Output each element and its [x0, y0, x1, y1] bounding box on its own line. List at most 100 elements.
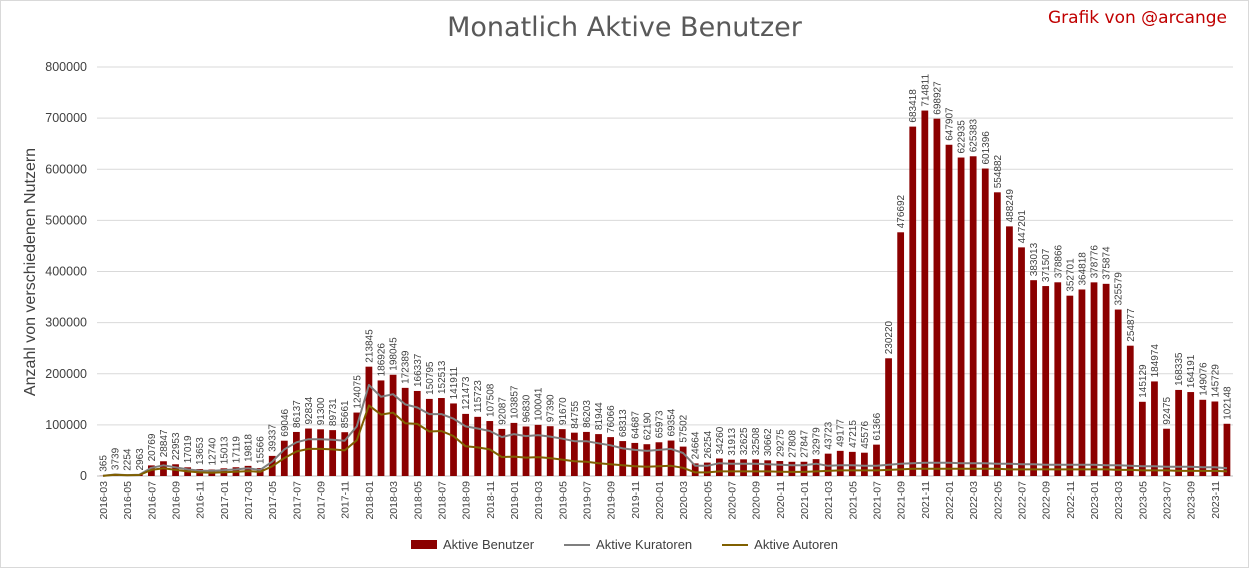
data-label: 352701 — [1065, 258, 1076, 292]
bar — [341, 432, 349, 476]
data-label: 145129 — [1138, 364, 1149, 398]
x-tick-label: 2022-07 — [1017, 481, 1029, 520]
bar — [534, 424, 542, 476]
bar — [836, 450, 844, 476]
data-label: 28847 — [159, 429, 170, 457]
x-tick-label: 2017-09 — [316, 481, 328, 520]
x-tick-label: 2018-01 — [364, 481, 376, 520]
data-label: 213845 — [364, 329, 375, 363]
bar — [305, 428, 312, 476]
bar — [1066, 295, 1074, 476]
chart-title: Monatlich Aktive Benutzer — [447, 12, 802, 43]
x-tick-label: 2020-03 — [678, 481, 690, 520]
x-tick-label: 2020-01 — [654, 481, 666, 520]
bar — [861, 452, 868, 476]
data-label: 43723 — [824, 421, 835, 449]
bar — [401, 387, 409, 476]
data-label: 15013 — [219, 436, 230, 464]
data-label: 34260 — [715, 426, 726, 454]
data-label: 622935 — [957, 120, 968, 154]
data-label: 89731 — [328, 398, 339, 426]
legend-swatch-kuratoren — [564, 543, 591, 546]
bar — [522, 426, 530, 476]
bar — [873, 444, 880, 476]
bar — [595, 434, 602, 476]
data-label: 69354 — [667, 408, 678, 436]
legend-swatch-autoren — [722, 543, 749, 546]
bar — [1175, 389, 1183, 476]
y-tick-label: 0 — [80, 469, 87, 483]
data-label: 57502 — [679, 414, 690, 442]
data-label: 81944 — [594, 402, 605, 430]
bar — [607, 437, 615, 476]
y-tick-label: 500000 — [45, 213, 87, 227]
chart-credit: Grafik von @arcange — [1048, 8, 1227, 28]
x-tick-label: 2019-09 — [606, 481, 618, 520]
bar — [1078, 289, 1086, 476]
data-label: 365 — [99, 455, 110, 472]
data-label: 15566 — [256, 436, 267, 464]
bar — [389, 374, 397, 476]
data-label: 31913 — [727, 427, 738, 455]
x-tick-label: 2019-11 — [630, 481, 642, 519]
data-label: 76066 — [606, 405, 617, 433]
data-label: 184974 — [1150, 344, 1161, 378]
bar — [631, 442, 639, 476]
bar — [848, 451, 856, 476]
x-tick-label: 2020-07 — [727, 481, 739, 520]
bar — [1151, 381, 1158, 476]
bar — [1199, 399, 1207, 476]
x-tick-label: 2023-11 — [1210, 481, 1222, 519]
data-label: 3739 — [111, 447, 122, 470]
legend-label-autoren: Aktive Autoren — [754, 537, 838, 552]
x-tick-label: 2017-05 — [267, 481, 279, 520]
bar — [981, 168, 989, 476]
data-label: 186926 — [377, 343, 388, 377]
data-label: 47215 — [848, 420, 859, 448]
bar — [667, 440, 675, 476]
x-tick-label: 2019-03 — [533, 481, 545, 520]
bar — [462, 413, 469, 476]
legend-item-autoren: Aktive Autoren — [722, 537, 838, 552]
x-tick-label: 2021-09 — [896, 481, 908, 520]
x-tick-label: 2021-07 — [872, 481, 884, 520]
data-label: 152513 — [437, 360, 448, 394]
data-label: 96830 — [522, 394, 533, 422]
data-label: 2963 — [135, 448, 146, 471]
data-label: 476692 — [896, 194, 907, 228]
bar — [740, 459, 747, 476]
data-label: 92475 — [1162, 396, 1173, 424]
data-label: 32625 — [739, 427, 750, 455]
legend: Aktive Benutzer Aktive Kuratoren Aktive … — [0, 537, 1249, 552]
bar — [788, 461, 796, 476]
bar — [921, 110, 929, 476]
data-label: 150795 — [425, 361, 436, 395]
bar — [897, 232, 905, 476]
bar — [812, 459, 820, 476]
x-tick-label: 2019-05 — [557, 481, 569, 520]
data-label: 647907 — [945, 107, 956, 141]
legend-item-benutzer: Aktive Benutzer — [411, 537, 534, 552]
y-tick-label: 700000 — [45, 111, 87, 125]
data-label: 383013 — [1029, 242, 1040, 276]
data-label: 107508 — [485, 383, 496, 417]
data-label: 164191 — [1186, 354, 1197, 388]
data-label: 49177 — [836, 419, 847, 447]
data-label: 168335 — [1174, 352, 1185, 386]
bar — [498, 428, 506, 476]
data-label: 375874 — [1102, 246, 1113, 280]
bar — [800, 461, 808, 476]
data-label: 601396 — [981, 131, 992, 165]
bar — [413, 390, 421, 476]
bar — [715, 458, 723, 476]
bar — [438, 398, 445, 476]
x-tick-label: 2020-05 — [702, 481, 714, 520]
data-label: 102148 — [1223, 386, 1234, 420]
x-tick-label: 2023-05 — [1137, 481, 1149, 520]
data-label: 19818 — [244, 434, 255, 462]
legend-item-kuratoren: Aktive Kuratoren — [564, 537, 692, 552]
data-label: 91300 — [316, 397, 327, 425]
data-label: 65973 — [655, 410, 666, 438]
bar — [1018, 247, 1025, 476]
